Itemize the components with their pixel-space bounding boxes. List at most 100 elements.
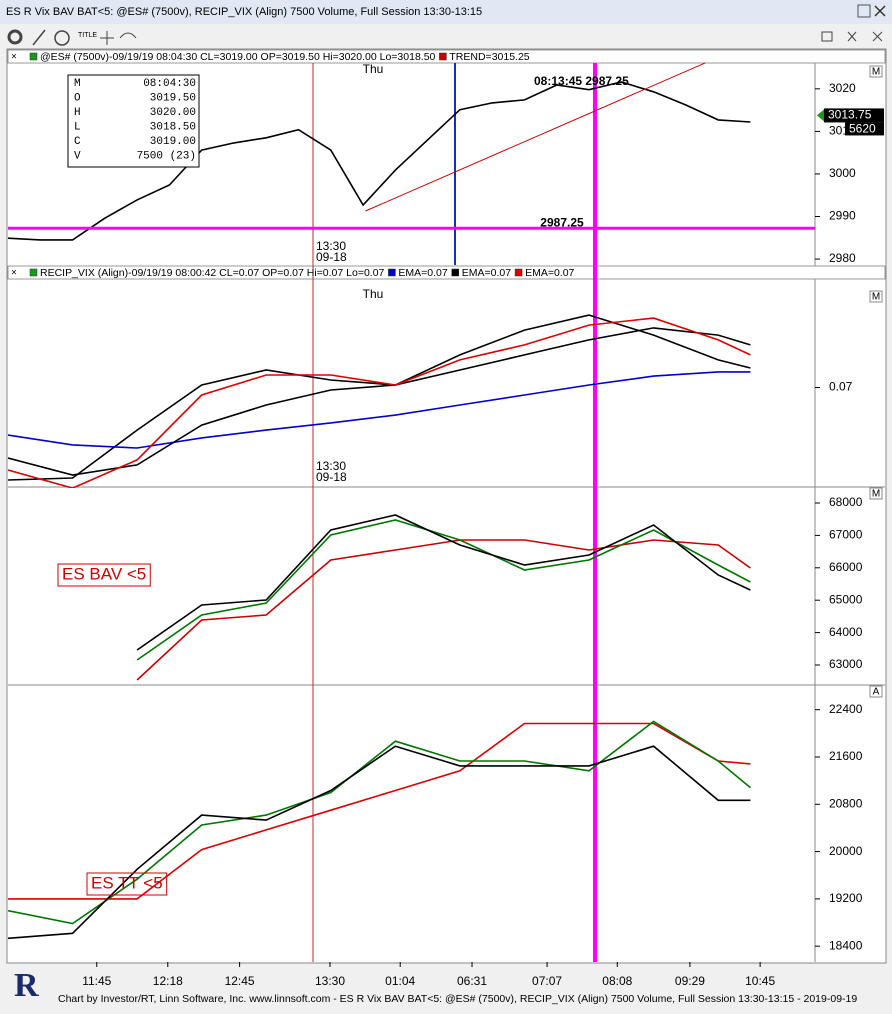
x-tick-label: 09:29 [675,974,705,988]
footer-text: Chart by Investor/RT, Linn Software, Inc… [58,993,857,1005]
x-tick-label: 01:04 [385,974,415,988]
restore-button[interactable] [857,4,871,18]
series-line [8,745,751,940]
corner-box [869,685,883,698]
pane-close-x [847,31,857,42]
info-value: 3019.00 [150,136,196,148]
y-tick-label: 0.07 [829,380,853,394]
cursor-text: 08:13:45 2987.25 [534,74,629,88]
x-tick-label: 10:45 [745,974,775,988]
y-tick-label: 20800 [829,796,863,810]
legend-label: RECIP_VIX (Align)-09/19/19 08:00:42 CL=0… [40,267,385,279]
pane-close: × [11,268,17,279]
last-price-label: 3013.75 [828,108,872,122]
window-controls[interactable] [857,4,886,18]
y-tick-label: 18400 [829,938,863,952]
last-volume-label: 5620 [849,122,876,136]
y-tick-label: 20000 [829,844,863,858]
corner-label: M [872,67,880,78]
annotation: ES BAV <5 [62,564,146,583]
last-price-box [824,108,884,123]
series-line [8,317,751,488]
y-tick-label: 63000 [829,657,863,671]
day-label: Thu [363,62,384,76]
legend-swatch [439,52,447,61]
plot [8,720,751,940]
info-key: V [74,150,81,162]
plot [8,62,751,241]
x-tick-label: 08:08 [602,974,632,988]
title-tool[interactable]: TITLE [78,32,97,39]
plot [136,514,751,681]
info-key: H [74,107,81,119]
window-title: ES R Vix BAV BAT<5: @ES# (7500v), RECIP_… [6,6,482,18]
y-tick-label: 21600 [829,749,863,763]
y-tick-label: 2980 [829,251,856,265]
corner-box [869,487,883,500]
series-line [8,720,751,925]
y-tick-label: 3000 [829,166,856,180]
session-label: 09-18 [316,250,347,264]
close-button-x [874,5,886,17]
info-key: M [74,78,81,90]
x-tick-label: 11:45 [82,974,111,988]
corner-box [869,290,883,303]
corner-label: A [873,687,880,698]
legend-swatch [451,268,459,277]
x-tick-label: 12:45 [225,974,255,988]
legend-label: @ES# (7500v)-09/19/19 08:04:30 CL=3019.0… [40,51,436,63]
level-label: 2987.25 [540,215,584,229]
pane-close: × [11,52,17,63]
x-tick-label: 07:07 [532,974,562,988]
pane-header [7,265,886,280]
y-tick-label: 65000 [829,592,863,606]
y-tick-label: 67000 [829,528,863,542]
legend-label: TREND=3015.25 [449,51,529,63]
toolbar: TITLE [7,29,883,46]
info-key: C [74,136,81,148]
info-key: O [74,92,81,104]
y-tick-label: 3020 [829,81,856,95]
y-tick-label: 2990 [829,209,856,223]
last-volume-box [845,122,884,136]
x-tick-label: 13:30 [315,974,345,988]
series-line [8,81,751,241]
title-bar [0,0,892,24]
info-value: 3019.50 [150,92,196,104]
legend-label: EMA=0.07 [398,267,447,279]
legend-label: EMA=0.07 [525,267,574,279]
legend-swatch [388,268,396,277]
chart-area [6,48,887,964]
session-label: 13:30 [316,459,346,473]
plot [8,314,751,488]
series-line [8,722,751,900]
logo: R [14,967,39,1004]
y-tick-label: 19200 [829,891,863,905]
wave-icon[interactable] [119,32,137,39]
y-tick-label: 64000 [829,625,863,639]
info-box [67,74,200,168]
legend-label: EMA=0.07 [462,267,511,279]
pane-restore[interactable] [821,31,833,42]
legend-swatch [29,268,38,277]
session-label: 09-18 [316,470,347,484]
clock-icon[interactable] [54,30,70,46]
y-tick-label: 68000 [829,495,863,509]
info-value: 08:04:30 [143,78,196,90]
legend-swatch [514,268,523,277]
annotation: ES TT <5 [91,873,163,892]
line-tool-icon[interactable] [32,29,46,46]
pane-close2-x [872,31,883,42]
x-tick-label: 12:18 [153,974,183,988]
annotation-box [86,872,168,896]
day-label: Thu [363,287,384,301]
corner-label: M [872,292,880,303]
info-key: L [74,121,81,133]
info-value: 3020.00 [150,107,196,119]
settings-icon[interactable] [7,29,23,45]
series-line [365,62,706,212]
corner-label: M [872,489,880,500]
last-price-marker [817,109,824,122]
